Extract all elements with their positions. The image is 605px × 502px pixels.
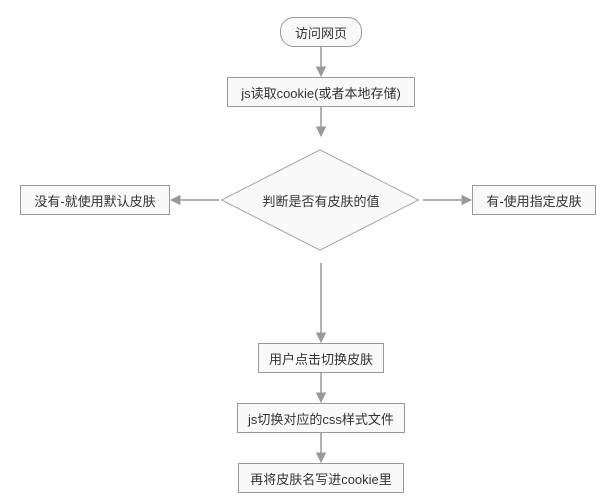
node-yes-label: 有-使用指定皮肤 [486, 191, 581, 210]
node-switch-label: js切换对应的css样式文件 [248, 409, 394, 428]
node-no-label: 没有-就使用默认皮肤 [34, 191, 155, 210]
node-decide-label: 判断是否有皮肤的值 [262, 191, 379, 210]
node-no: 没有-就使用默认皮肤 [20, 185, 170, 215]
node-decide-label-wrap: 判断是否有皮肤的值 [219, 137, 423, 263]
node-write: 再将皮肤名写进cookie里 [238, 463, 404, 493]
node-read: js读取cookie(或者本地存储) [227, 77, 415, 107]
node-read-label: js读取cookie(或者本地存储) [241, 83, 401, 102]
node-click: 用户点击切换皮肤 [258, 343, 384, 373]
node-switch: js切换对应的css样式文件 [237, 403, 405, 433]
node-start: 访问网页 [280, 17, 362, 47]
node-yes: 有-使用指定皮肤 [472, 185, 596, 215]
node-write-label: 再将皮肤名写进cookie里 [250, 469, 392, 488]
node-click-label: 用户点击切换皮肤 [269, 349, 373, 368]
node-start-label: 访问网页 [295, 23, 347, 42]
node-decide: 判断是否有皮肤的值 [219, 137, 423, 263]
